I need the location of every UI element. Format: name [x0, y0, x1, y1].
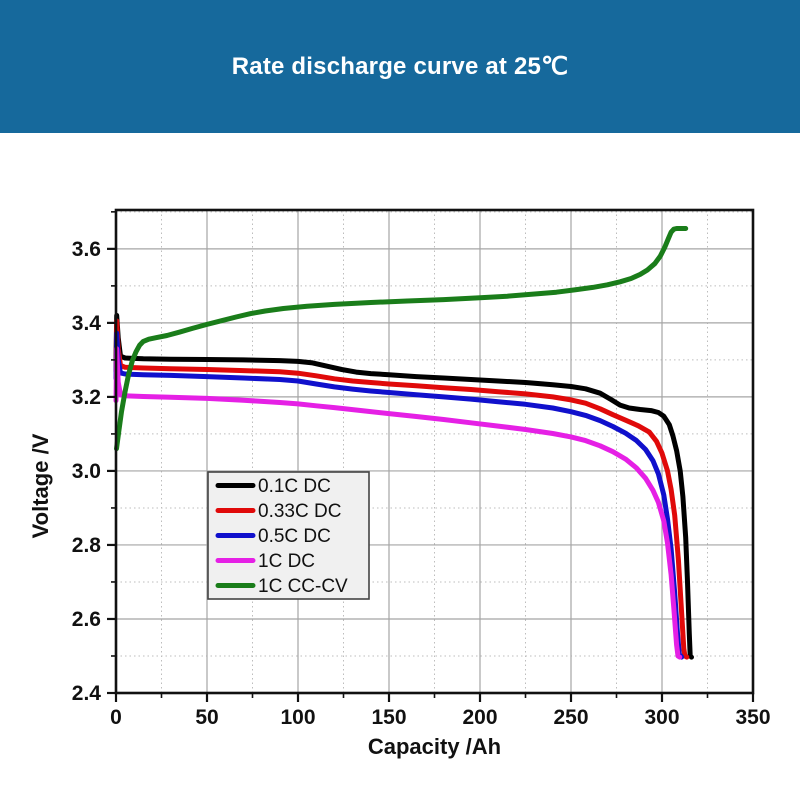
x-axis-label: Capacity /Ah	[368, 734, 501, 759]
series-line-4	[113, 346, 683, 660]
legend-label-5: 1C CC-CV	[258, 576, 348, 597]
series-line-5	[114, 226, 689, 452]
legend-label-1: 0.1C DC	[258, 476, 331, 497]
y-tick-label: 2.4	[72, 682, 102, 705]
legend-label-2: 0.33C DC	[258, 501, 341, 522]
y-tick-label: 3.4	[72, 312, 102, 335]
x-tick-label: 100	[280, 706, 315, 729]
legend-label-4: 1C DC	[258, 551, 315, 572]
y-tick-label: 2.6	[72, 608, 101, 631]
series-line-2	[113, 318, 690, 660]
legend-label-3: 0.5C DC	[258, 526, 331, 547]
y-tick-label: 3.0	[72, 460, 101, 483]
tick-labels: 2.4 2.6 2.8 3.0 3.2 3.4 3.6 0 50 100 150 200 250 300 3…	[72, 238, 771, 729]
x-tick-label: 350	[735, 706, 770, 729]
x-tick-label: 250	[553, 706, 588, 729]
header-banner: Rate discharge curve at 25℃	[0, 0, 800, 133]
x-tick-label: 200	[462, 706, 497, 729]
y-tick-label: 3.2	[72, 386, 101, 409]
x-tick-label: 0	[110, 706, 122, 729]
plot-grid	[116, 210, 753, 693]
series-lines	[113, 226, 694, 660]
y-axis-label: Voltage /V	[28, 433, 53, 538]
series-line-3	[113, 330, 685, 660]
y-tick-label: 2.8	[72, 534, 102, 557]
axis-ticks	[107, 211, 755, 702]
y-tick-label: 3.6	[72, 238, 101, 261]
chart-legend: 0.1C DC 0.33C DC 0.5C DC 1C DC 1C CC-CV	[207, 471, 370, 600]
page-title: Rate discharge curve at 25℃	[231, 53, 569, 80]
x-tick-label: 300	[644, 706, 679, 729]
x-tick-label: 50	[195, 706, 218, 729]
x-tick-label: 150	[371, 706, 406, 729]
series-line-1	[113, 313, 694, 660]
